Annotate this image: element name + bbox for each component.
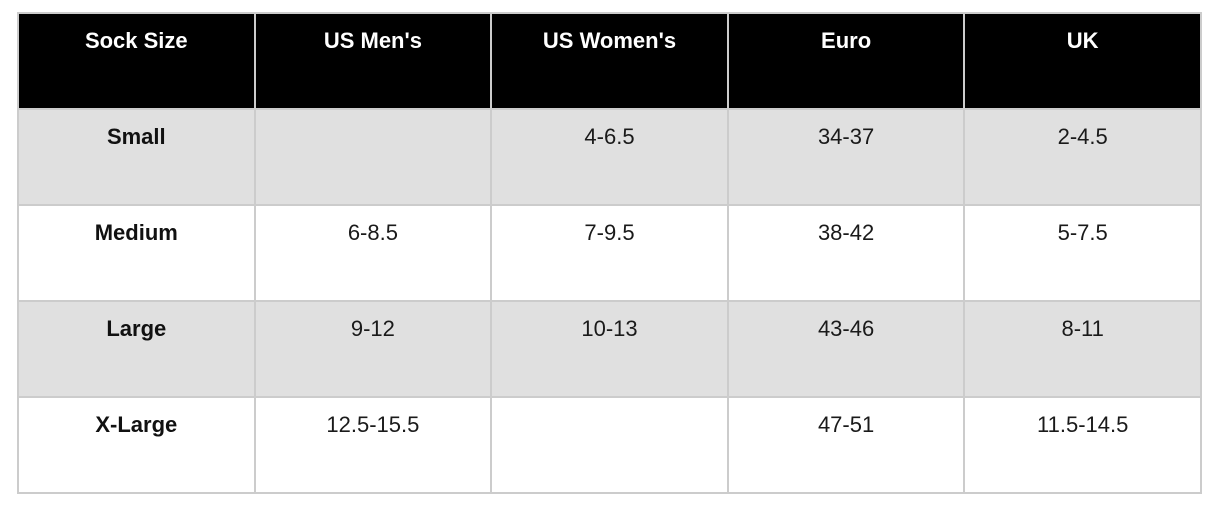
sock-size-chart-table: Sock Size US Men's US Women's Euro UK Sm… — [17, 12, 1202, 494]
cell-uk: 5-7.5 — [963, 204, 1202, 302]
column-header-sock-size: Sock Size — [17, 12, 256, 110]
table-row-x-large: X-Large 12.5-15.5 47-51 11.5-14.5 — [17, 396, 1202, 494]
column-header-euro: Euro — [726, 12, 966, 110]
cell-size-label: Small — [17, 108, 256, 206]
cell-us-womens: 7-9.5 — [490, 204, 729, 302]
cell-us-mens: 6-8.5 — [253, 204, 493, 302]
cell-us-womens: 4-6.5 — [490, 108, 729, 206]
cell-size-label: X-Large — [17, 396, 256, 494]
cell-uk: 11.5-14.5 — [963, 396, 1202, 494]
cell-uk: 2-4.5 — [963, 108, 1202, 206]
header-row: Sock Size US Men's US Women's Euro UK — [17, 12, 1202, 110]
column-header-us-womens: US Women's — [490, 12, 729, 110]
table-row-small: Small 4-6.5 34-37 2-4.5 — [17, 108, 1202, 206]
cell-euro: 38-42 — [726, 204, 966, 302]
cell-us-mens: 9-12 — [253, 300, 493, 398]
table-body: Small 4-6.5 34-37 2-4.5 Medium 6-8.5 7-9… — [17, 108, 1202, 494]
cell-size-label: Large — [17, 300, 256, 398]
cell-uk: 8-11 — [963, 300, 1202, 398]
cell-euro: 47-51 — [726, 396, 966, 494]
cell-us-womens: 10-13 — [490, 300, 729, 398]
cell-us-mens — [253, 108, 493, 206]
cell-us-mens: 12.5-15.5 — [253, 396, 493, 494]
column-header-uk: UK — [963, 12, 1202, 110]
table-header: Sock Size US Men's US Women's Euro UK — [17, 12, 1202, 110]
cell-us-womens — [490, 396, 729, 494]
column-header-us-mens: US Men's — [253, 12, 493, 110]
cell-euro: 43-46 — [726, 300, 966, 398]
cell-euro: 34-37 — [726, 108, 966, 206]
table-row-large: Large 9-12 10-13 43-46 8-11 — [17, 300, 1202, 398]
cell-size-label: Medium — [17, 204, 256, 302]
table-row-medium: Medium 6-8.5 7-9.5 38-42 5-7.5 — [17, 204, 1202, 302]
